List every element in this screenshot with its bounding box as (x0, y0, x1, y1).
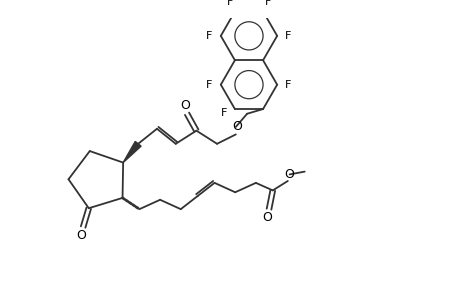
Text: F: F (285, 80, 291, 90)
Text: O: O (231, 120, 241, 134)
Text: O: O (262, 211, 271, 224)
Text: O: O (180, 99, 190, 112)
Text: O: O (284, 168, 294, 181)
Text: F: F (264, 0, 270, 7)
Text: F: F (206, 80, 212, 90)
Text: F: F (227, 0, 233, 7)
Text: O: O (76, 229, 86, 242)
Text: F: F (206, 31, 212, 41)
Text: F: F (220, 108, 226, 118)
Text: F: F (285, 31, 291, 41)
Polygon shape (123, 141, 141, 163)
